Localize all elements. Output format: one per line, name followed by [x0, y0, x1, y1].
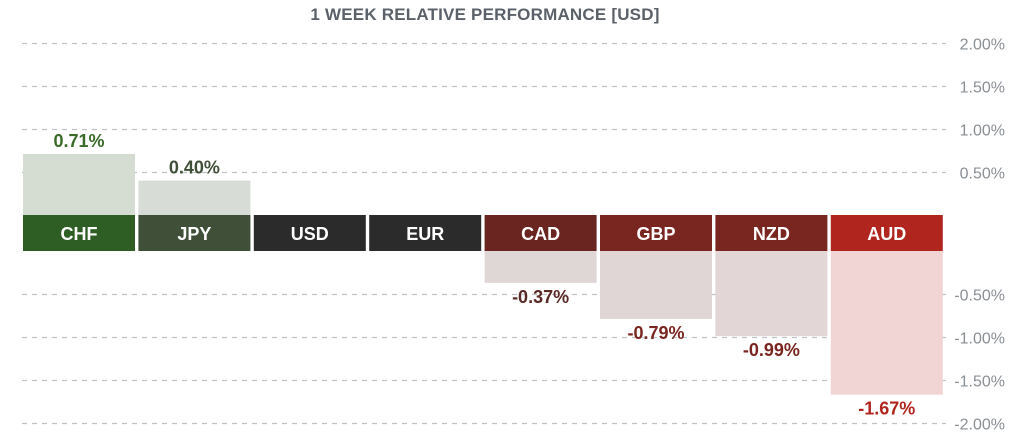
bar [830, 251, 943, 395]
category-label-box [23, 215, 135, 251]
data-label: -0.99% [743, 340, 800, 360]
data-label: 0.40% [169, 158, 220, 178]
bar [23, 153, 135, 215]
y-tick-label: -0.50% [954, 288, 1005, 305]
y-tick-label: -1.50% [954, 374, 1005, 391]
y-tick-label: 0.50% [960, 166, 1005, 183]
category-label-box [138, 215, 251, 251]
category-label: CHF [61, 224, 98, 244]
y-tick-label: 1.50% [960, 80, 1005, 97]
chart-title: 1 WEEK RELATIVE PERFORMANCE [USD] [310, 5, 660, 24]
y-tick-label: -1.00% [954, 331, 1005, 348]
bar [600, 251, 712, 319]
bar [138, 180, 251, 215]
data-label: -1.67% [858, 399, 915, 419]
category-label: JPY [177, 224, 211, 244]
category-label-box [600, 215, 712, 251]
category-label: AUD [867, 224, 906, 244]
category-label-box [484, 215, 597, 251]
y-tick-label: 1.00% [960, 123, 1005, 140]
bar [715, 251, 828, 337]
category-label-box [830, 215, 943, 251]
category-label-box [715, 215, 828, 251]
category-label-box [253, 215, 366, 251]
bar [484, 251, 597, 283]
data-label: 0.71% [53, 131, 104, 151]
y-tick-label: 2.00% [960, 37, 1005, 54]
data-label: -0.37% [512, 287, 569, 307]
category-label-box [369, 215, 482, 251]
category-label: NZD [753, 224, 790, 244]
data-label: -0.79% [627, 323, 684, 343]
y-tick-label: -2.00% [954, 417, 1005, 434]
category-label: CAD [521, 224, 560, 244]
category-label: USD [291, 224, 329, 244]
category-label: EUR [406, 224, 444, 244]
category-label: GBP [636, 224, 675, 244]
